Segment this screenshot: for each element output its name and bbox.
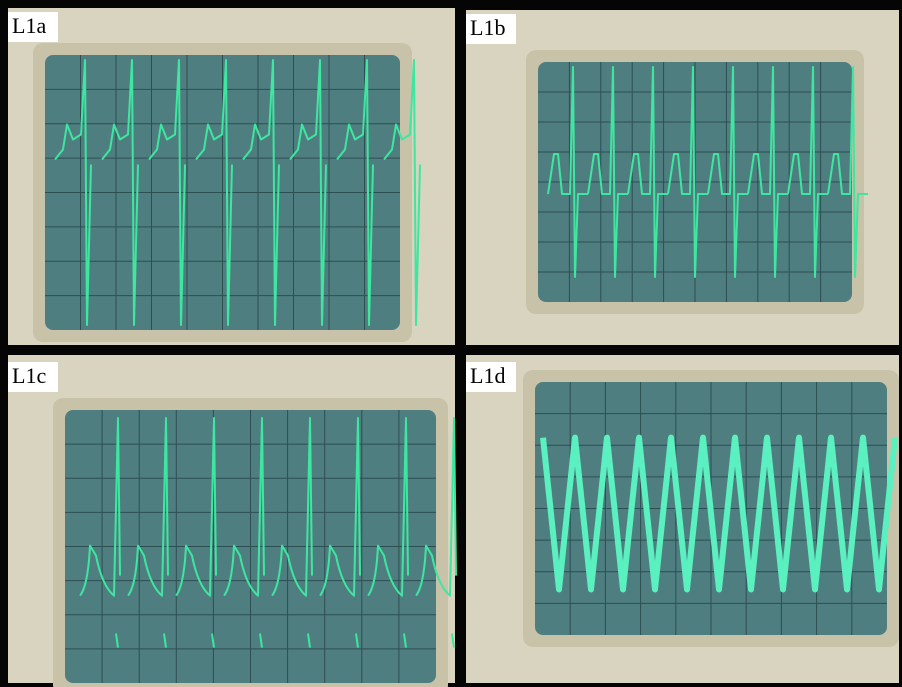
label-box — [466, 362, 516, 392]
label-box — [466, 14, 516, 44]
panel-label: L1d — [470, 363, 505, 388]
waveform — [547, 66, 868, 278]
panel-label: L1c — [12, 363, 46, 388]
label-a: L1a — [8, 12, 58, 42]
scopes — [8, 8, 899, 687]
label-box — [8, 362, 58, 392]
label-b: L1b — [466, 14, 516, 44]
label-box — [8, 12, 58, 42]
label-d: L1d — [466, 362, 516, 392]
waveform — [54, 59, 421, 326]
panel-label: L1a — [12, 13, 46, 38]
waveform — [540, 434, 898, 593]
waveform — [79, 417, 457, 648]
label-c: L1c — [8, 362, 58, 392]
panel-label: L1b — [470, 15, 505, 40]
